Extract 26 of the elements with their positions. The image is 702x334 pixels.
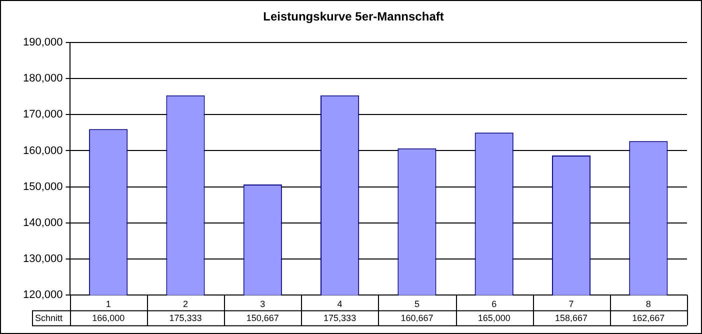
data-label: 160,667 — [400, 313, 434, 324]
x-tick-label: 5 — [414, 299, 420, 310]
text: Schnitt — [35, 313, 64, 324]
y-tick-label: 170,000 — [22, 108, 63, 121]
y-tick-label: 190,000 — [22, 36, 63, 48]
y-tick-label: 140,000 — [22, 217, 63, 230]
data-label: 150,667 — [246, 313, 279, 324]
x-tick-label: 6 — [492, 299, 497, 310]
y-tick-label: 160,000 — [22, 144, 63, 157]
y-tick-label: 180,000 — [22, 72, 63, 85]
data-label: 158,667 — [554, 313, 588, 324]
data-label: 166,000 — [92, 313, 125, 324]
y-tick-label: 130,000 — [22, 253, 63, 266]
data-label: 175,333 — [324, 313, 356, 324]
chart-title: Leistungskurve 5er-Mannschaft — [263, 10, 444, 24]
x-tick-label: 7 — [568, 299, 574, 310]
y-tick-label: 150,000 — [22, 180, 63, 193]
y-tick-label: 120,000 — [22, 289, 63, 302]
data-label: 165,000 — [478, 313, 510, 324]
data-label: 175,333 — [169, 313, 202, 324]
x-tick-label: 4 — [337, 299, 342, 310]
data-label: 162,667 — [632, 313, 665, 324]
x-tick-label: 2 — [182, 299, 188, 310]
x-tick-label: 3 — [260, 299, 266, 310]
x-tick-label: 8 — [646, 299, 651, 310]
x-tick-label: 1 — [106, 299, 111, 310]
